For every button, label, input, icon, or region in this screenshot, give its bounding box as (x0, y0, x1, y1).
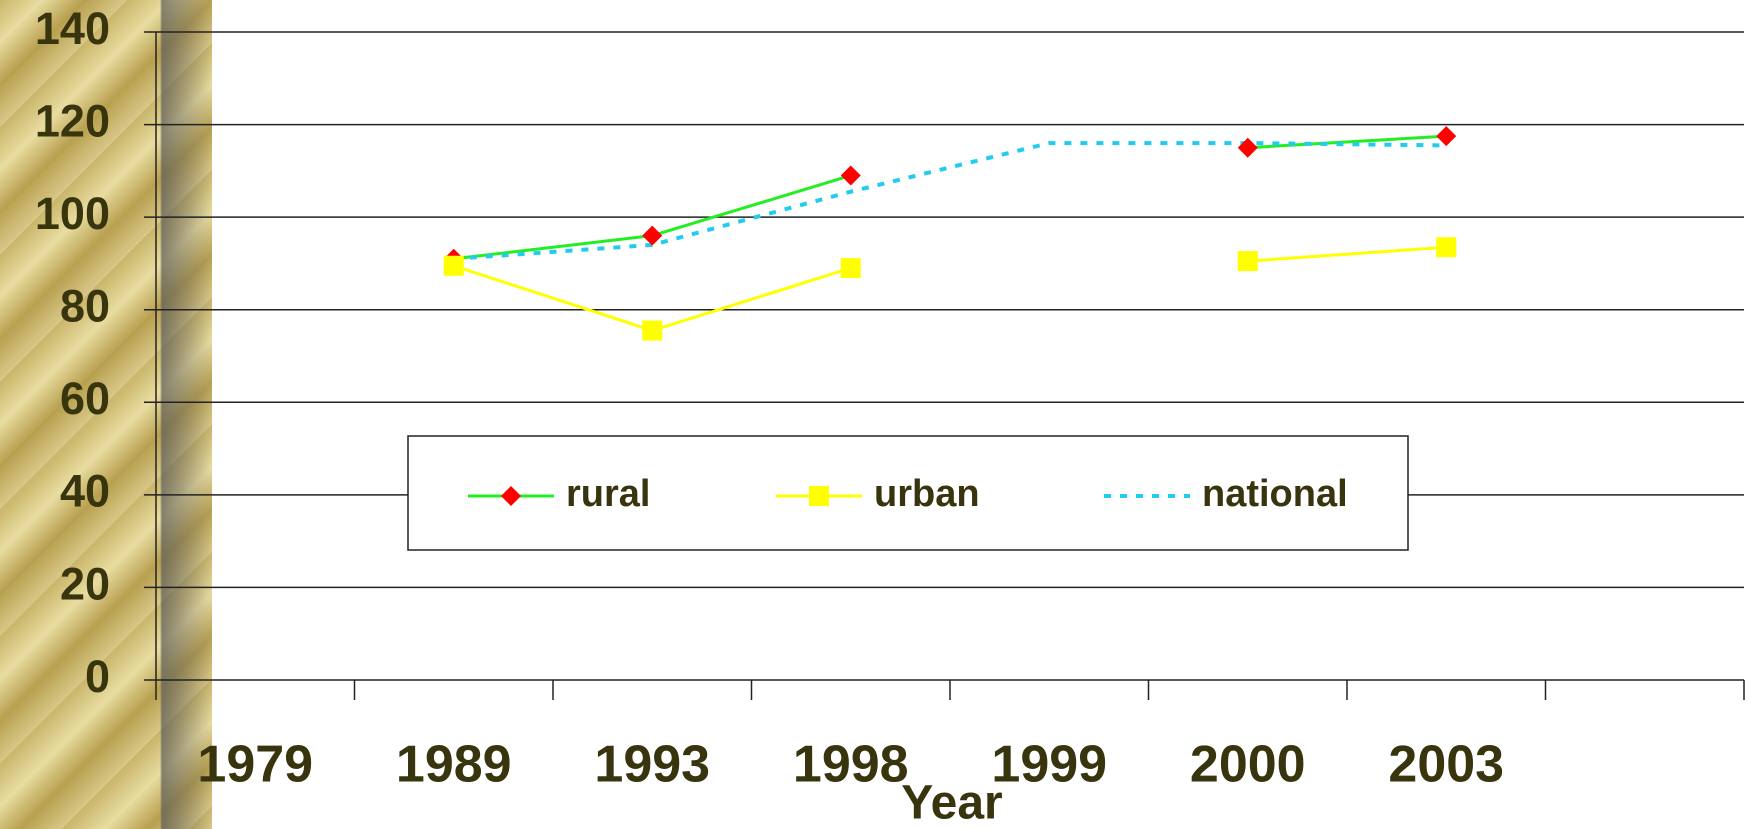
x-tick-label: 1989 (396, 736, 512, 794)
data-point (840, 165, 861, 186)
legend-marker (501, 486, 521, 506)
x-tick-label: 1979 (197, 736, 313, 794)
data-point (840, 258, 861, 279)
y-tick-label: 40 (60, 466, 110, 517)
data-point (1436, 237, 1457, 258)
data-point (1237, 137, 1258, 158)
data-point (443, 255, 464, 276)
legend-label: urban (874, 473, 980, 515)
series-line (453, 141, 1447, 261)
y-tick-label: 0 (85, 651, 110, 702)
data-point (642, 225, 663, 246)
x-tick-label: 1993 (594, 736, 710, 794)
legend-label: national (1202, 473, 1348, 515)
y-tick-label: 140 (35, 3, 110, 54)
x-tick-label: 2003 (1388, 736, 1504, 794)
series-line (453, 245, 1447, 333)
data-point (642, 320, 663, 341)
data-point (1436, 126, 1457, 147)
series-line (453, 134, 1447, 261)
legend-box (407, 435, 1409, 551)
y-tick-label: 80 (60, 281, 110, 332)
legend-label: rural (566, 473, 650, 515)
y-tick-label: 20 (60, 558, 110, 609)
legend-marker (809, 486, 829, 506)
x-tick-label: 1998 (793, 736, 909, 794)
x-tick-label: 1999 (991, 736, 1107, 794)
data-point (1237, 251, 1258, 272)
x-tick-label: 2000 (1190, 736, 1306, 794)
y-tick-label: 100 (35, 188, 110, 239)
x-axis-title: Year (901, 777, 1002, 829)
y-tick-label: 120 (35, 95, 110, 146)
decorative-strip (0, 0, 212, 829)
y-tick-label: 60 (60, 373, 110, 424)
legend: rural urban national (407, 435, 1409, 551)
